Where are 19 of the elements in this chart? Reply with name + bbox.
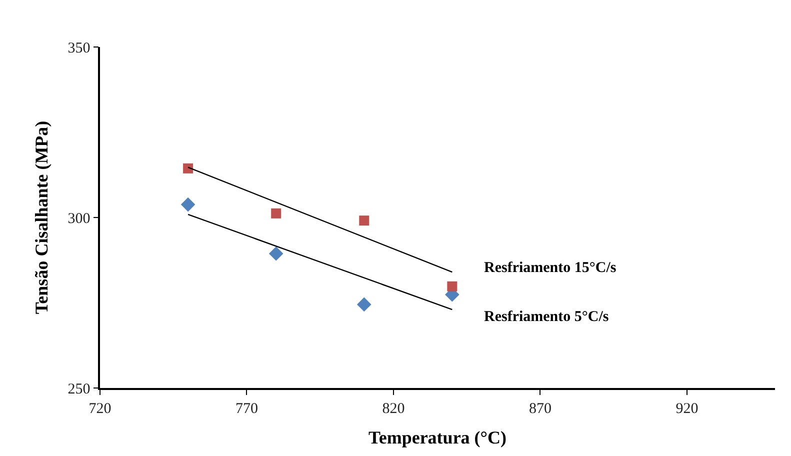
point (271, 208, 282, 218)
point (447, 281, 458, 292)
x-tick-label: 720 (88, 400, 112, 417)
series-label: Resfriamento 15°C/s (484, 260, 616, 276)
y-axis-title: Tensão Cisalhante (MPa) (31, 120, 52, 314)
y-tick-label: 250 (68, 381, 90, 398)
series-label: Resfriamento 5°C/s (484, 309, 609, 325)
point (268, 246, 284, 261)
x-tick-label: 870 (528, 400, 552, 417)
point (180, 197, 196, 212)
y-tick-label: 350 (68, 40, 90, 56)
point (356, 297, 372, 312)
x-tick-label: 820 (382, 400, 405, 417)
point (183, 163, 194, 174)
x-axis-title: Temperatura (°C) (368, 427, 507, 448)
x-tick-label: 920 (676, 400, 698, 417)
point (359, 216, 370, 226)
y-tick-label: 300 (68, 210, 90, 227)
x-tick-label: 770 (235, 400, 258, 417)
